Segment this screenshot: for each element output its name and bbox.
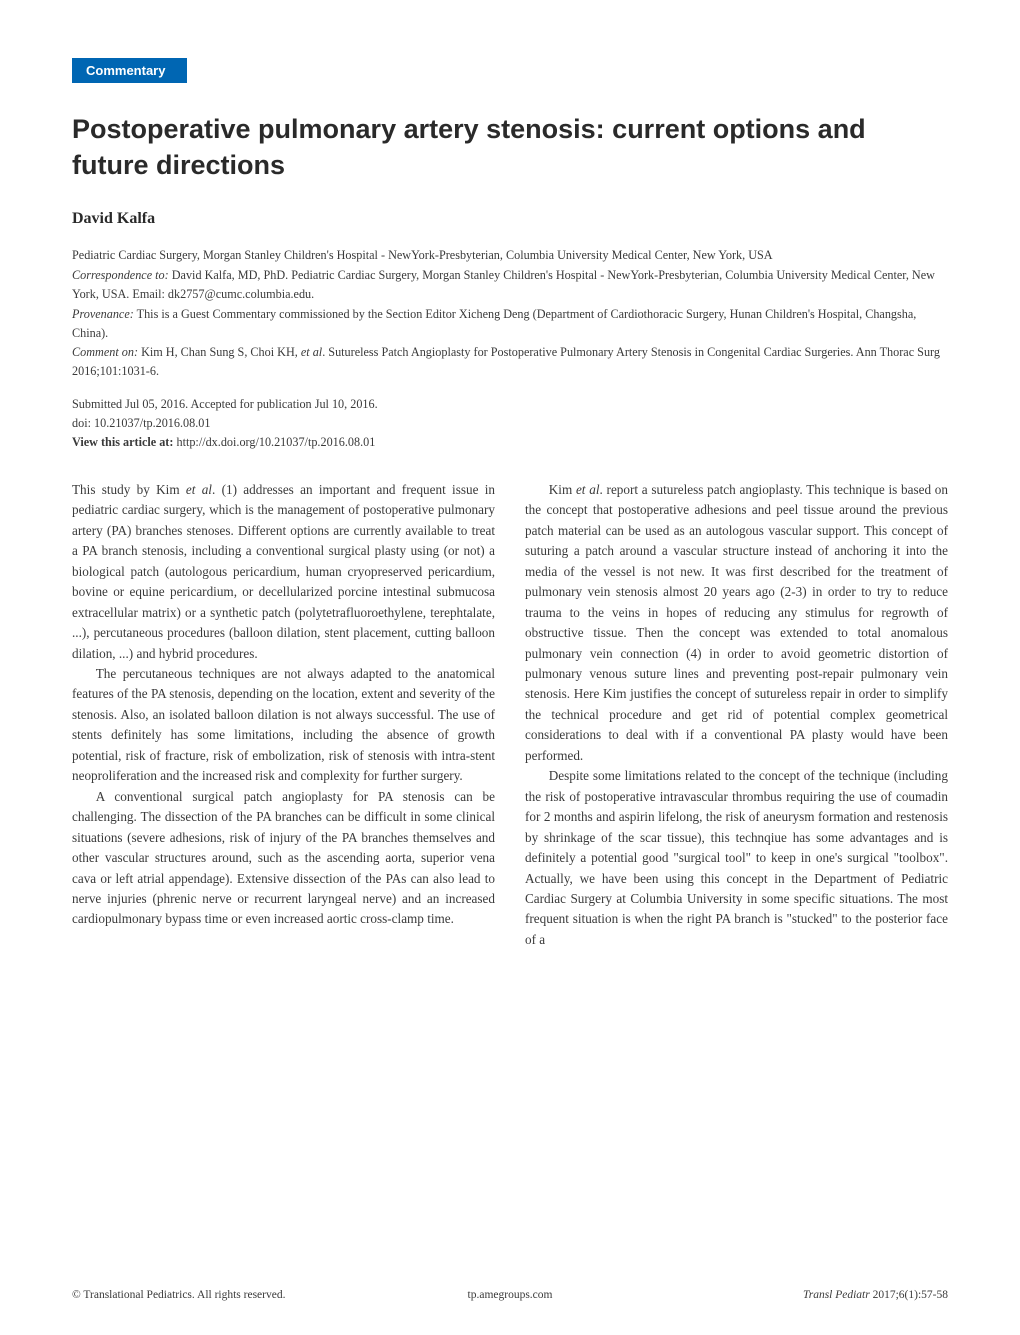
comment-text: Kim H, Chan Sung S, Choi KH, [138,345,301,359]
paragraph-5: Despite some limitations related to the … [525,766,948,950]
footer-journal: Transl Pediatr [803,1289,873,1301]
view-article-url: http://dx.doi.org/10.21037/tp.2016.08.01 [176,435,375,449]
footer-cite: 2017;6(1):57-58 [873,1289,948,1301]
p1-etal: et al [186,482,212,497]
submitted-line: Submitted Jul 05, 2016. Accepted for pub… [72,395,948,414]
footer-url: tp.amegroups.com [468,1289,553,1301]
paragraph-2: The percutaneous techniques are not alwa… [72,664,495,787]
affiliation: Pediatric Cardiac Surgery, Morgan Stanle… [72,246,948,265]
comment-etal: et al [301,345,322,359]
doi-line: doi: 10.21037/tp.2016.08.01 [72,414,948,433]
p1-lead: This study by Kim [72,482,186,497]
paragraph-4: Kim et al. report a sutureless patch ang… [525,480,948,766]
view-article-label: View this article at: [72,435,176,449]
meta-block: Pediatric Cardiac Surgery, Morgan Stanle… [72,246,948,381]
paragraph-3: A conventional surgical patch angioplast… [72,787,495,930]
correspondence: Correspondence to: David Kalfa, MD, PhD.… [72,266,948,304]
page-footer: © Translational Pediatrics. All rights r… [72,1289,948,1301]
correspondence-label: Correspondence to: [72,268,169,282]
provenance: Provenance: This is a Guest Commentary c… [72,305,948,343]
p1-tail: . (1) addresses an important and frequen… [72,482,495,661]
correspondence-text: David Kalfa, MD, PhD. Pediatric Cardiac … [72,268,935,301]
footer-citation: Transl Pediatr 2017;6(1):57-58 [803,1289,948,1301]
p4-etal: et al [576,482,600,497]
footer-copyright: © Translational Pediatrics. All rights r… [72,1289,285,1301]
body-columns: This study by Kim et al. (1) addresses a… [72,480,948,950]
comment-label: Comment on: [72,345,138,359]
p4-tail: . report a sutureless patch angioplasty.… [525,482,948,763]
submitted-block: Submitted Jul 05, 2016. Accepted for pub… [72,395,948,452]
provenance-label: Provenance: [72,307,134,321]
view-article-line: View this article at: http://dx.doi.org/… [72,433,948,452]
article-title: Postoperative pulmonary artery stenosis:… [72,111,948,184]
comment-on: Comment on: Kim H, Chan Sung S, Choi KH,… [72,343,948,381]
paragraph-1: This study by Kim et al. (1) addresses a… [72,480,495,664]
p4-lead: Kim [549,482,576,497]
author-name: David Kalfa [72,210,948,228]
badge-commentary: Commentary [72,58,187,83]
provenance-text: This is a Guest Commentary commissioned … [72,307,916,340]
